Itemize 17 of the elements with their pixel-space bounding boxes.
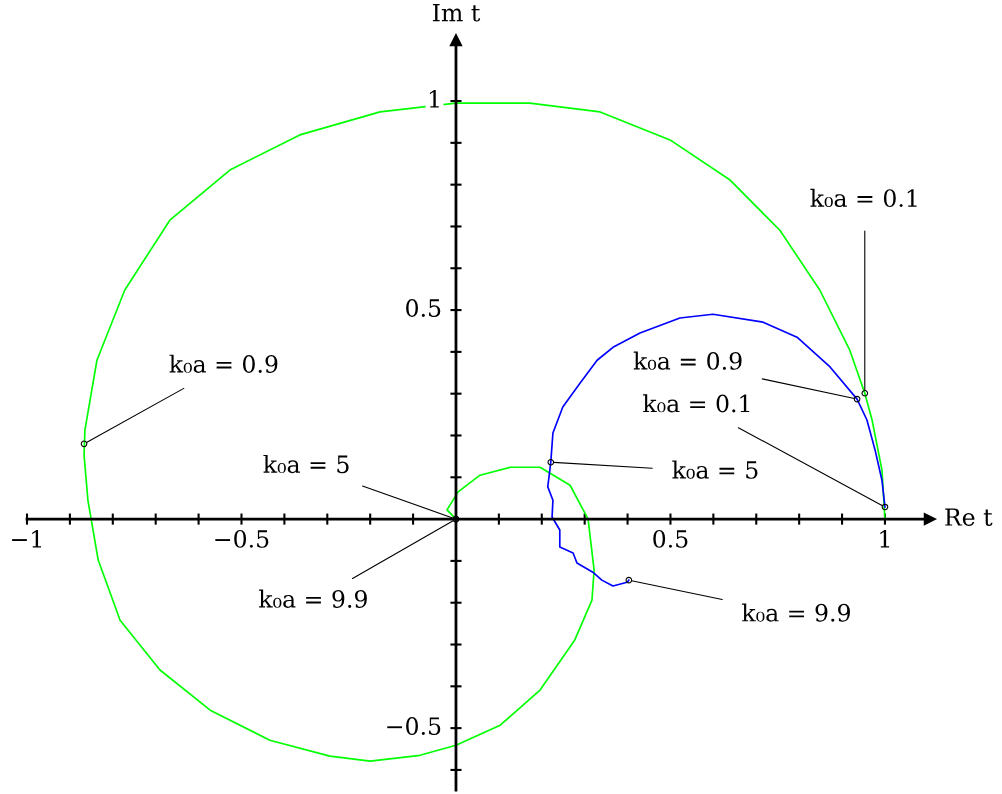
x-tick-label: 0.5	[653, 529, 688, 548]
y-tick-label: 0.5	[406, 299, 441, 317]
annotation: k₀a = 0.1	[810, 188, 917, 208]
y-axis-title: Im t	[432, 3, 481, 22]
x-tick-label: −0.5	[215, 529, 269, 548]
annotation: k₀a = 0.1	[643, 394, 750, 413]
annotation: k₀a = 9.9	[258, 589, 367, 608]
x-axis-title: Re t	[945, 508, 993, 526]
y-tick-label: 1	[429, 90, 439, 108]
annotation: k₀a = 0.9	[633, 351, 742, 370]
annotation: k₀a = 9.9	[742, 603, 850, 622]
annotation: k₀a = 5	[672, 460, 758, 479]
annotation: k₀a = 0.9	[169, 354, 278, 373]
annotation: k₀a = 5	[263, 454, 349, 474]
x-tick-label: 1	[880, 529, 890, 548]
y-tick-label: −0.5	[387, 717, 441, 735]
x-tick-label: −1	[12, 529, 42, 548]
